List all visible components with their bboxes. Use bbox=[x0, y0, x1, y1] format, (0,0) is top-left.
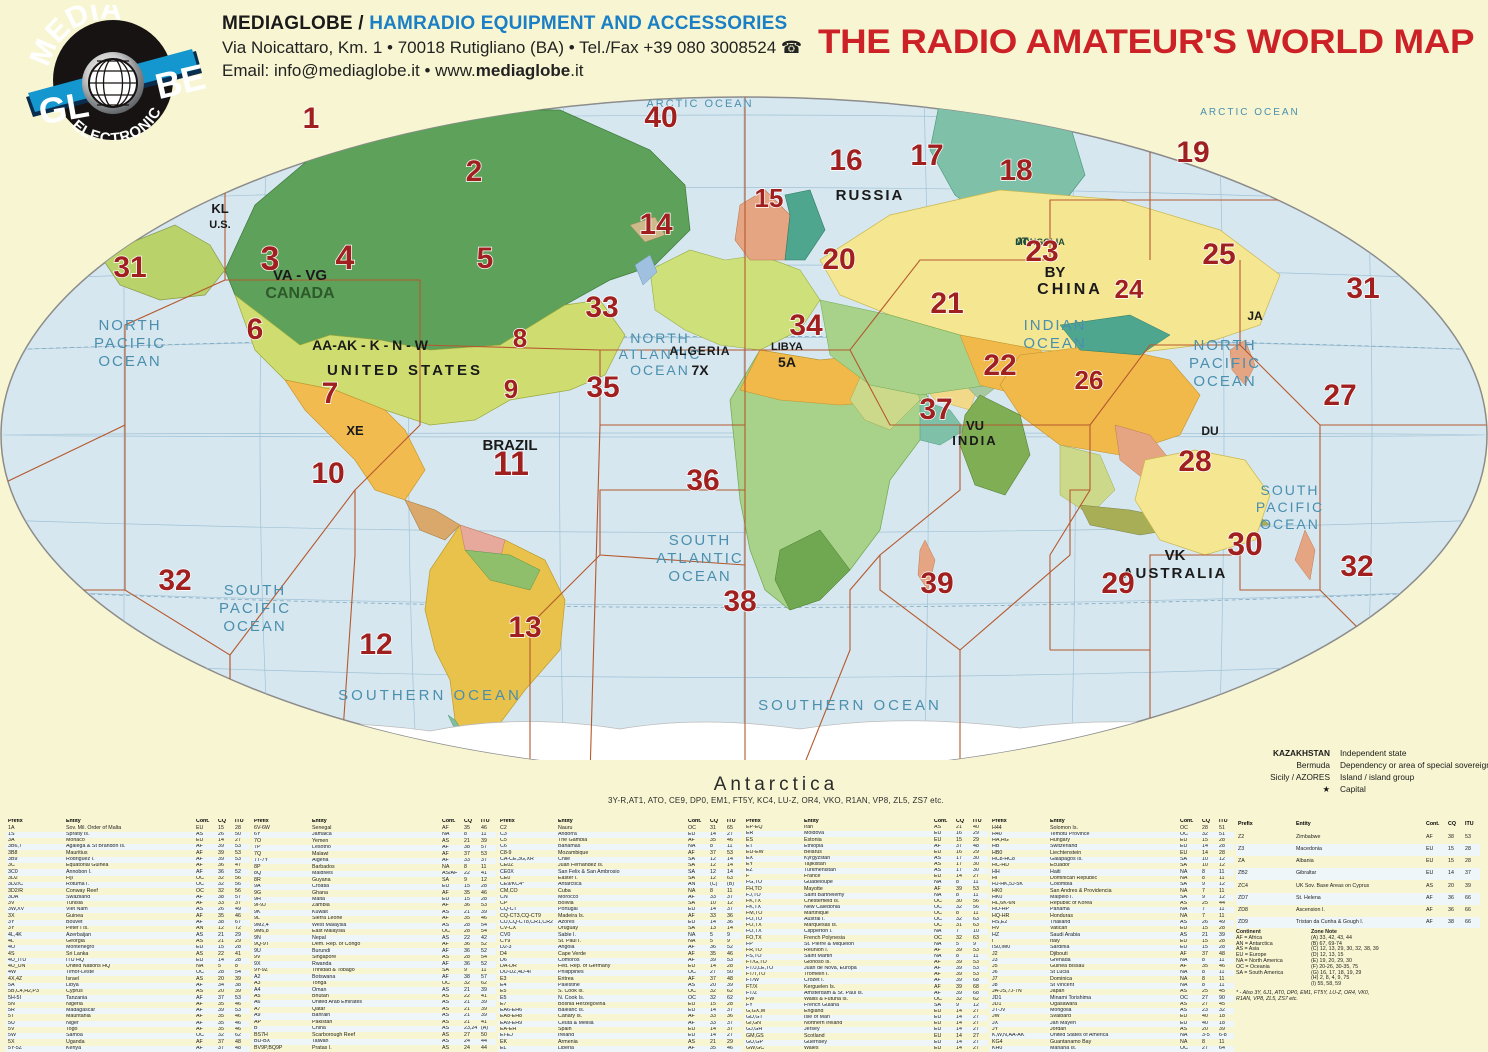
svg-text:CANADA: CANADA bbox=[265, 285, 335, 302]
svg-text:11: 11 bbox=[493, 445, 529, 483]
svg-text:U.S.: U.S. bbox=[209, 219, 230, 231]
svg-text:18: 18 bbox=[999, 154, 1032, 187]
svg-text:30: 30 bbox=[1227, 526, 1263, 562]
svg-text:37: 37 bbox=[919, 393, 952, 426]
svg-text:14: 14 bbox=[639, 208, 673, 241]
svg-text:10: 10 bbox=[311, 457, 344, 490]
svg-text:SOUTH: SOUTH bbox=[224, 582, 287, 599]
svg-text:SOUTH: SOUTH bbox=[1261, 482, 1320, 498]
svg-text:9: 9 bbox=[504, 374, 518, 404]
svg-text:AA-AK - K - N - W: AA-AK - K - N - W bbox=[312, 337, 429, 353]
svg-text:26: 26 bbox=[1075, 365, 1104, 395]
svg-text:KL: KL bbox=[211, 201, 228, 216]
svg-text:6: 6 bbox=[247, 313, 264, 346]
svg-text:3: 3 bbox=[261, 240, 280, 278]
svg-text:OCEAN: OCEAN bbox=[1193, 373, 1256, 390]
svg-text:40: 40 bbox=[644, 101, 677, 134]
svg-text:36: 36 bbox=[686, 464, 719, 497]
svg-text:ARCTIC OCEAN: ARCTIC OCEAN bbox=[1200, 107, 1300, 118]
svg-text:39: 39 bbox=[920, 567, 953, 600]
svg-text:31: 31 bbox=[1346, 272, 1379, 305]
svg-text:19: 19 bbox=[1176, 136, 1209, 169]
svg-text:PACIFIC: PACIFIC bbox=[219, 600, 291, 617]
svg-text:32: 32 bbox=[1340, 550, 1373, 583]
svg-text:38: 38 bbox=[723, 585, 756, 618]
svg-text:29: 29 bbox=[1101, 567, 1134, 600]
svg-text:28: 28 bbox=[1178, 445, 1211, 478]
svg-text:ATLANTIC: ATLANTIC bbox=[656, 550, 743, 567]
svg-text:RUSSIA: RUSSIA bbox=[836, 187, 905, 204]
svg-text:21: 21 bbox=[930, 287, 963, 320]
svg-text:7: 7 bbox=[322, 377, 339, 410]
svg-text:SOUTH: SOUTH bbox=[669, 532, 732, 549]
svg-text:7X: 7X bbox=[691, 362, 709, 378]
svg-text:5A: 5A bbox=[778, 354, 796, 370]
svg-text:PACIFIC: PACIFIC bbox=[1256, 499, 1324, 515]
svg-text:34: 34 bbox=[789, 309, 823, 342]
svg-text:NORTH: NORTH bbox=[98, 317, 161, 334]
svg-text:8: 8 bbox=[513, 323, 527, 353]
svg-text:22: 22 bbox=[983, 349, 1016, 382]
svg-text:OCEAN: OCEAN bbox=[668, 568, 731, 585]
svg-text:SOUTHERN OCEAN: SOUTHERN OCEAN bbox=[338, 687, 522, 704]
svg-text:PACIFIC: PACIFIC bbox=[1189, 355, 1261, 372]
svg-text:LIBYA: LIBYA bbox=[771, 341, 803, 353]
svg-text:31: 31 bbox=[113, 251, 146, 284]
svg-text:OCEAN: OCEAN bbox=[630, 362, 690, 378]
svg-text:5: 5 bbox=[477, 242, 494, 275]
svg-text:23: 23 bbox=[1025, 235, 1058, 268]
svg-text:12: 12 bbox=[359, 628, 392, 661]
svg-text:35: 35 bbox=[586, 371, 619, 404]
svg-text:17: 17 bbox=[910, 139, 943, 172]
svg-text:PACIFIC: PACIFIC bbox=[94, 335, 166, 352]
svg-text:25: 25 bbox=[1202, 238, 1235, 271]
svg-text:1: 1 bbox=[303, 102, 320, 135]
svg-text:OCEAN: OCEAN bbox=[1260, 516, 1320, 532]
svg-text:4: 4 bbox=[336, 239, 355, 277]
svg-text:13: 13 bbox=[508, 611, 541, 644]
svg-text:INDIA: INDIA bbox=[952, 433, 997, 448]
svg-text:UNITED STATES: UNITED STATES bbox=[327, 362, 483, 379]
svg-text:VU: VU bbox=[966, 418, 984, 433]
svg-text:27: 27 bbox=[1323, 379, 1356, 412]
svg-text:OCEAN: OCEAN bbox=[98, 353, 161, 370]
svg-text:AUSTRALIA: AUSTRALIA bbox=[1123, 565, 1228, 582]
svg-text:OCEAN: OCEAN bbox=[223, 618, 286, 635]
svg-text:ALGERIA: ALGERIA bbox=[670, 344, 731, 358]
svg-text:DU: DU bbox=[1201, 424, 1218, 438]
svg-text:32: 32 bbox=[158, 564, 191, 597]
svg-text:XE: XE bbox=[346, 423, 364, 438]
svg-text:CHINA: CHINA bbox=[1037, 281, 1103, 298]
svg-text:VA - VG: VA - VG bbox=[273, 267, 327, 284]
svg-text:INDIAN: INDIAN bbox=[1024, 317, 1087, 334]
svg-text:2: 2 bbox=[466, 155, 483, 188]
svg-text:24: 24 bbox=[1115, 274, 1144, 304]
svg-text:OCEAN: OCEAN bbox=[1023, 335, 1086, 352]
svg-text:VK: VK bbox=[1165, 547, 1186, 564]
svg-text:NORTH: NORTH bbox=[1193, 337, 1256, 354]
svg-text:20: 20 bbox=[822, 243, 855, 276]
svg-text:16: 16 bbox=[829, 144, 862, 177]
svg-text:SOUTHERN OCEAN: SOUTHERN OCEAN bbox=[758, 697, 942, 714]
svg-text:15: 15 bbox=[755, 183, 784, 213]
svg-text:JA: JA bbox=[1247, 309, 1263, 323]
svg-text:33: 33 bbox=[585, 291, 618, 324]
